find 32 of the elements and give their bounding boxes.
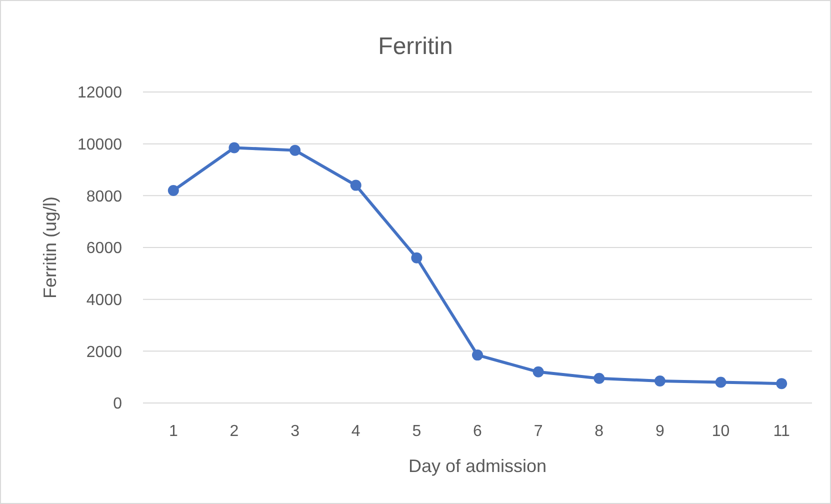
x-tick-label: 2 (230, 423, 239, 440)
y-axis-title: Ferritin (ug/l) (40, 196, 60, 299)
point (350, 180, 362, 191)
point (654, 375, 666, 386)
y-tick-label: 2000 (86, 344, 122, 361)
x-tick-label: 1 (168, 423, 178, 440)
x-tick-label: 6 (473, 423, 482, 440)
point (776, 378, 788, 390)
y-tick-label: 12000 (78, 84, 122, 102)
x-tick-label: 9 (656, 423, 664, 440)
x-tick-label: 11 (773, 423, 790, 440)
y-tick-label: 0 (113, 396, 122, 413)
x-tick-label: 8 (594, 423, 604, 440)
y-tick-label: 6000 (86, 240, 122, 258)
point (532, 366, 544, 378)
x-tick-label: 4 (351, 423, 360, 440)
x-tick-label: 5 (412, 423, 422, 440)
point (472, 350, 483, 361)
point (411, 252, 422, 264)
y-tick-label: 4000 (86, 292, 122, 309)
x-tick-label: 10 (712, 423, 730, 440)
y-tick-label: 10000 (78, 136, 122, 154)
x-axis-title: Day of admission (408, 456, 547, 476)
x-tick-label: 7 (534, 423, 543, 440)
point (228, 142, 240, 154)
chart-title: Ferritin (378, 33, 453, 60)
point (715, 376, 726, 388)
y-tick-label: 8000 (86, 188, 122, 206)
point (594, 372, 605, 384)
x-tick-label: 3 (290, 423, 300, 440)
point (168, 184, 179, 196)
point (290, 144, 301, 156)
